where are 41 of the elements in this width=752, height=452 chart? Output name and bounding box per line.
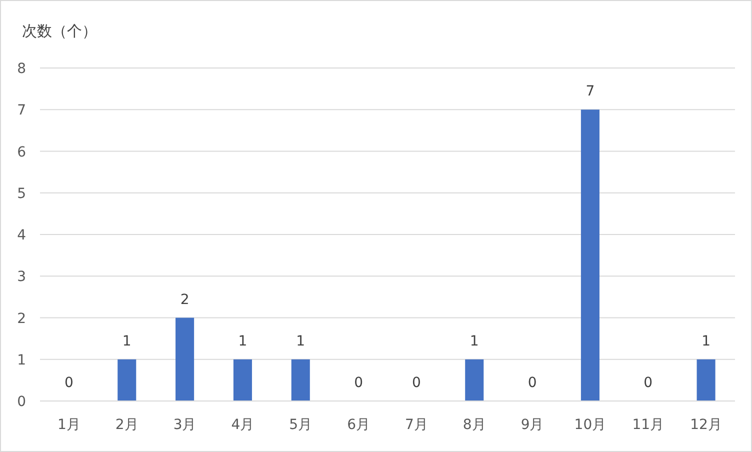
x-tick-label: 10月 [574,417,606,433]
y-tick-label: 2 [17,310,26,327]
data-label: 1 [470,333,479,350]
data-label: 1 [238,333,248,350]
x-tick-label: 11月 [632,417,664,433]
bar [696,359,716,401]
bar [176,318,194,401]
y-tick-label: 7 [17,102,26,119]
y-axis-title: 次数（个） [22,22,97,40]
x-tick-label: 2月 [115,417,138,433]
data-label: 0 [644,375,653,391]
y-tick-label: 4 [17,228,26,244]
data-label: 0 [354,375,364,391]
data-label: 0 [412,375,421,391]
x-tick-label: 7月 [404,417,428,433]
x-tick-label: 12月 [690,417,722,433]
bar [291,359,310,401]
x-tick-label: 4月 [231,417,254,433]
x-tick-label: 8月 [462,417,486,433]
data-label: 7 [586,84,595,100]
bar [465,359,484,401]
y-tick-label: 6 [17,144,26,160]
y-tick-label: 0 [17,394,26,410]
data-label: 1 [122,333,132,350]
data-label: 2 [180,292,190,308]
bar [233,359,252,401]
x-tick-label: 1月 [57,417,80,433]
bar [118,359,136,401]
data-label: 0 [528,375,537,391]
x-tick-label: 9月 [520,417,544,433]
data-label: 0 [64,375,74,391]
data-label: 1 [296,333,306,350]
x-tick-label: 6月 [347,417,370,433]
x-tick-label: 5月 [289,417,312,433]
y-tick-label: 8 [17,61,26,77]
x-tick-label: 3月 [173,417,196,433]
y-tick-label: 5 [17,186,26,202]
data-label: 1 [702,333,711,350]
bar [580,110,600,401]
y-tick-label: 1 [17,352,26,368]
y-tick-label: 3 [17,269,26,286]
